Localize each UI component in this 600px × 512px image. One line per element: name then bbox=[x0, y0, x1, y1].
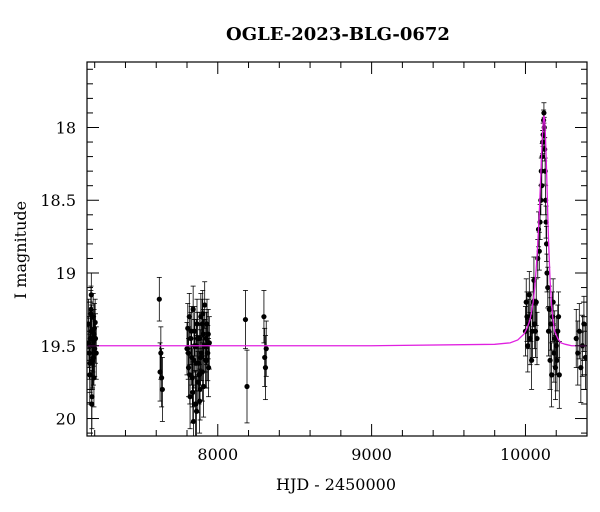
y-tick-label: 19.5 bbox=[40, 337, 76, 356]
point-marker bbox=[90, 354, 97, 361]
data-point bbox=[156, 276, 162, 322]
data-point bbox=[194, 311, 201, 366]
y-tick-label: 18 bbox=[56, 118, 76, 137]
point-marker bbox=[92, 319, 98, 326]
point-marker bbox=[263, 346, 269, 352]
data-point bbox=[159, 348, 165, 408]
data-point bbox=[200, 290, 206, 338]
x-axis-label: HJD - 2450000 bbox=[276, 475, 396, 494]
point-marker bbox=[242, 316, 249, 323]
point-marker bbox=[197, 398, 203, 404]
point-marker bbox=[541, 110, 547, 116]
point-marker bbox=[555, 314, 562, 320]
data-point bbox=[541, 102, 547, 124]
data-point bbox=[543, 226, 550, 262]
point-marker bbox=[188, 328, 194, 334]
data-point bbox=[188, 306, 194, 357]
point-marker bbox=[534, 335, 540, 342]
data-point bbox=[263, 320, 269, 377]
data-point bbox=[525, 319, 531, 373]
ylabel-group: I magnitude bbox=[11, 201, 30, 299]
point-marker bbox=[187, 372, 193, 378]
point-marker bbox=[156, 296, 162, 302]
point-marker bbox=[556, 372, 562, 378]
data-point bbox=[556, 341, 562, 409]
point-marker bbox=[523, 299, 529, 305]
point-marker bbox=[244, 383, 250, 390]
point-marker bbox=[261, 314, 267, 320]
data-point bbox=[534, 311, 540, 366]
data-point bbox=[190, 384, 197, 436]
point-marker bbox=[582, 354, 587, 361]
point-marker bbox=[194, 321, 200, 327]
point-marker bbox=[87, 340, 92, 346]
data-point bbox=[533, 278, 539, 326]
y-tick-label: 18.5 bbox=[40, 191, 76, 210]
data-point bbox=[87, 317, 92, 369]
y-axis-label: I magnitude bbox=[11, 201, 30, 299]
point-marker bbox=[190, 418, 197, 425]
data-point bbox=[261, 290, 267, 344]
point-marker bbox=[91, 331, 97, 337]
y-tick-label: 20 bbox=[56, 410, 76, 429]
data-point bbox=[555, 304, 561, 358]
data-point bbox=[206, 316, 212, 370]
point-marker bbox=[93, 350, 99, 356]
data-point bbox=[205, 308, 211, 360]
point-marker bbox=[159, 386, 165, 393]
plot-frame bbox=[86, 61, 588, 437]
data-point bbox=[159, 357, 165, 422]
point-marker bbox=[194, 335, 201, 342]
axes: 8000 9000 10000 18 18.5 19 19.5 20 bbox=[40, 61, 588, 464]
point-marker bbox=[555, 328, 561, 334]
data-point bbox=[242, 290, 249, 350]
data-point bbox=[199, 298, 205, 350]
point-marker bbox=[533, 299, 539, 305]
point-marker bbox=[554, 357, 560, 363]
data-point bbox=[244, 349, 250, 424]
data-point bbox=[193, 375, 200, 436]
point-marker bbox=[200, 311, 206, 317]
model-curve bbox=[87, 115, 587, 347]
x-tick-label: 8000 bbox=[197, 445, 238, 464]
point-marker bbox=[193, 408, 200, 414]
point-marker bbox=[158, 350, 164, 356]
point-marker bbox=[549, 372, 555, 378]
point-marker bbox=[88, 306, 94, 312]
plot-area bbox=[87, 102, 587, 436]
point-marker bbox=[199, 321, 205, 327]
plot-inner bbox=[87, 102, 587, 436]
point-marker bbox=[262, 365, 269, 371]
x-tick-label: 10000 bbox=[500, 445, 551, 464]
chart-title: OGLE-2023-BLG-0672 bbox=[226, 24, 450, 45]
point-marker bbox=[188, 335, 194, 342]
data-point bbox=[197, 368, 203, 434]
point-marker bbox=[205, 331, 211, 337]
point-marker bbox=[159, 375, 165, 381]
point-marker bbox=[544, 270, 550, 276]
y-tick-label: 19 bbox=[56, 264, 76, 283]
x-tick-label: 9000 bbox=[351, 445, 392, 464]
point-marker bbox=[529, 357, 535, 363]
data-point bbox=[90, 329, 97, 386]
point-marker bbox=[202, 302, 208, 308]
point-marker bbox=[543, 241, 550, 247]
point-marker bbox=[525, 343, 531, 349]
